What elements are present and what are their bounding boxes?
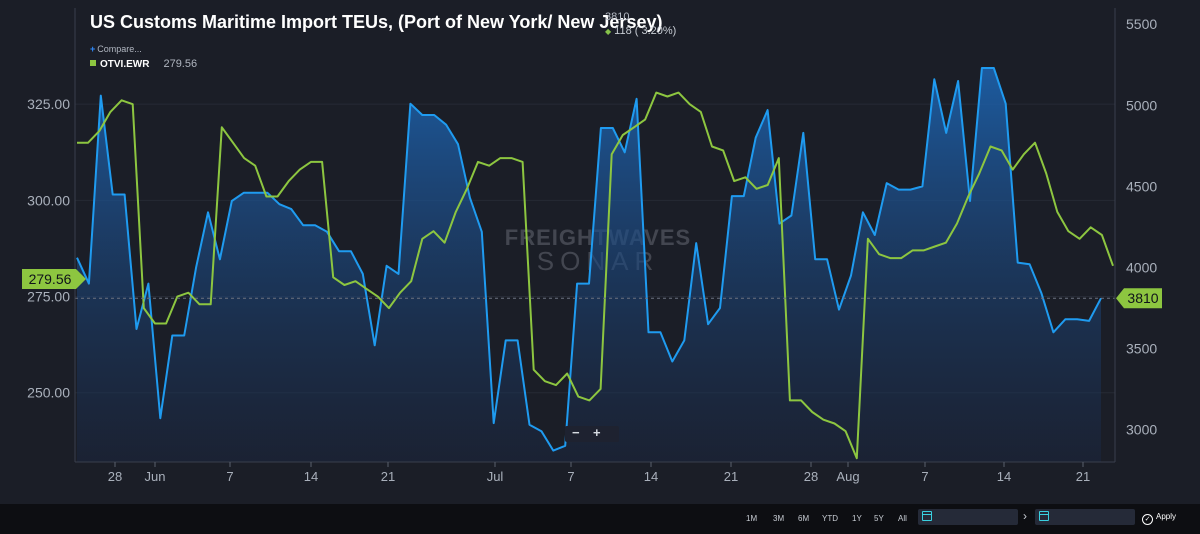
- x-axis-tick-label: 14: [644, 469, 658, 484]
- up-arrow-icon: ◆: [605, 27, 612, 36]
- right-value-marker: [1116, 288, 1162, 309]
- apply-label: Apply: [1156, 512, 1177, 521]
- blue-series-line: [76, 67, 1102, 452]
- calendar-icon: [1039, 511, 1049, 521]
- range-5y-button[interactable]: 5Y: [874, 514, 884, 523]
- range-ytd-button[interactable]: YTD: [822, 514, 838, 523]
- compare-label: Compare...: [97, 44, 142, 54]
- x-axis-tick-label: 7: [567, 469, 574, 484]
- right-axis-tick-label: 3000: [1126, 422, 1157, 438]
- right-axis-tick-label: 4500: [1126, 178, 1157, 194]
- header-change-text: 118 ( 3.20%): [614, 25, 677, 37]
- header-current-value: 3810: [605, 11, 630, 23]
- x-axis-tick-label: 21: [381, 469, 395, 484]
- x-axis-tick-label: Jun: [145, 469, 166, 484]
- toolbar: 1M 3M 6M YTD 1Y 5Y All › ✓ Apply: [0, 506, 1200, 530]
- x-axis-tick-label: 7: [226, 469, 233, 484]
- header-change: ◆ 118 ( 3.20%): [605, 25, 676, 37]
- right-axis-tick-label: 5500: [1126, 16, 1157, 32]
- series-swatch: [90, 60, 96, 66]
- left-value-marker: [22, 269, 86, 290]
- x-axis-tick-label: 7: [921, 469, 928, 484]
- left-axis-tick-label: 300.00: [27, 192, 70, 208]
- left-axis-tick-label: 325.00: [27, 96, 70, 112]
- right-axis-tick-label: 4000: [1126, 259, 1157, 275]
- legend-series[interactable]: OTVI.EWR 279.56: [90, 58, 197, 70]
- right-axis-tick-label: 5000: [1126, 97, 1157, 113]
- x-axis-tick-label: 21: [1076, 469, 1090, 484]
- zoom-out-button[interactable]: −: [572, 425, 580, 440]
- x-axis-tick-label: Aug: [836, 469, 859, 484]
- zoom-in-button[interactable]: +: [593, 425, 601, 440]
- right-value-marker-label: 3810: [1127, 290, 1158, 306]
- legend-series-label: OTVI.EWR: [100, 59, 150, 70]
- x-axis-tick-label: 14: [304, 469, 318, 484]
- x-axis-tick-label: 14: [997, 469, 1011, 484]
- range-all-button[interactable]: All: [898, 514, 907, 523]
- x-axis-tick-label: Jul: [487, 469, 504, 484]
- x-axis-tick-label: 21: [724, 469, 738, 484]
- range-1y-button[interactable]: 1Y: [852, 514, 862, 523]
- apply-button[interactable]: ✓ Apply: [1142, 512, 1176, 525]
- blue-series-area: [77, 68, 1101, 462]
- left-axis-tick-label: 275.00: [27, 289, 70, 305]
- range-6m-button[interactable]: 6M: [798, 514, 810, 523]
- end-date-field[interactable]: [1035, 509, 1135, 525]
- x-axis-tick-label: 28: [108, 469, 122, 484]
- chevron-right-icon: ›: [1023, 509, 1027, 523]
- calendar-icon: [922, 511, 932, 521]
- left-value-marker-label: 279.56: [29, 271, 72, 287]
- range-1m-button[interactable]: 1M: [746, 514, 758, 523]
- range-3m-button[interactable]: 3M: [773, 514, 785, 523]
- start-date-field[interactable]: [918, 509, 1018, 525]
- legend-series-value: 279.56: [163, 58, 198, 70]
- zoom-control: − +: [565, 425, 619, 442]
- compare-button[interactable]: + Compare...: [90, 44, 142, 54]
- chart-title: US Customs Maritime Import TEUs, (Port o…: [90, 12, 663, 32]
- left-axis-tick-label: 250.00: [27, 385, 70, 401]
- plus-icon: +: [90, 44, 96, 54]
- check-icon: ✓: [1142, 514, 1153, 525]
- x-axis-tick-label: 28: [804, 469, 818, 484]
- green-series-line: [77, 91, 1114, 460]
- right-axis-tick-label: 3500: [1126, 341, 1157, 357]
